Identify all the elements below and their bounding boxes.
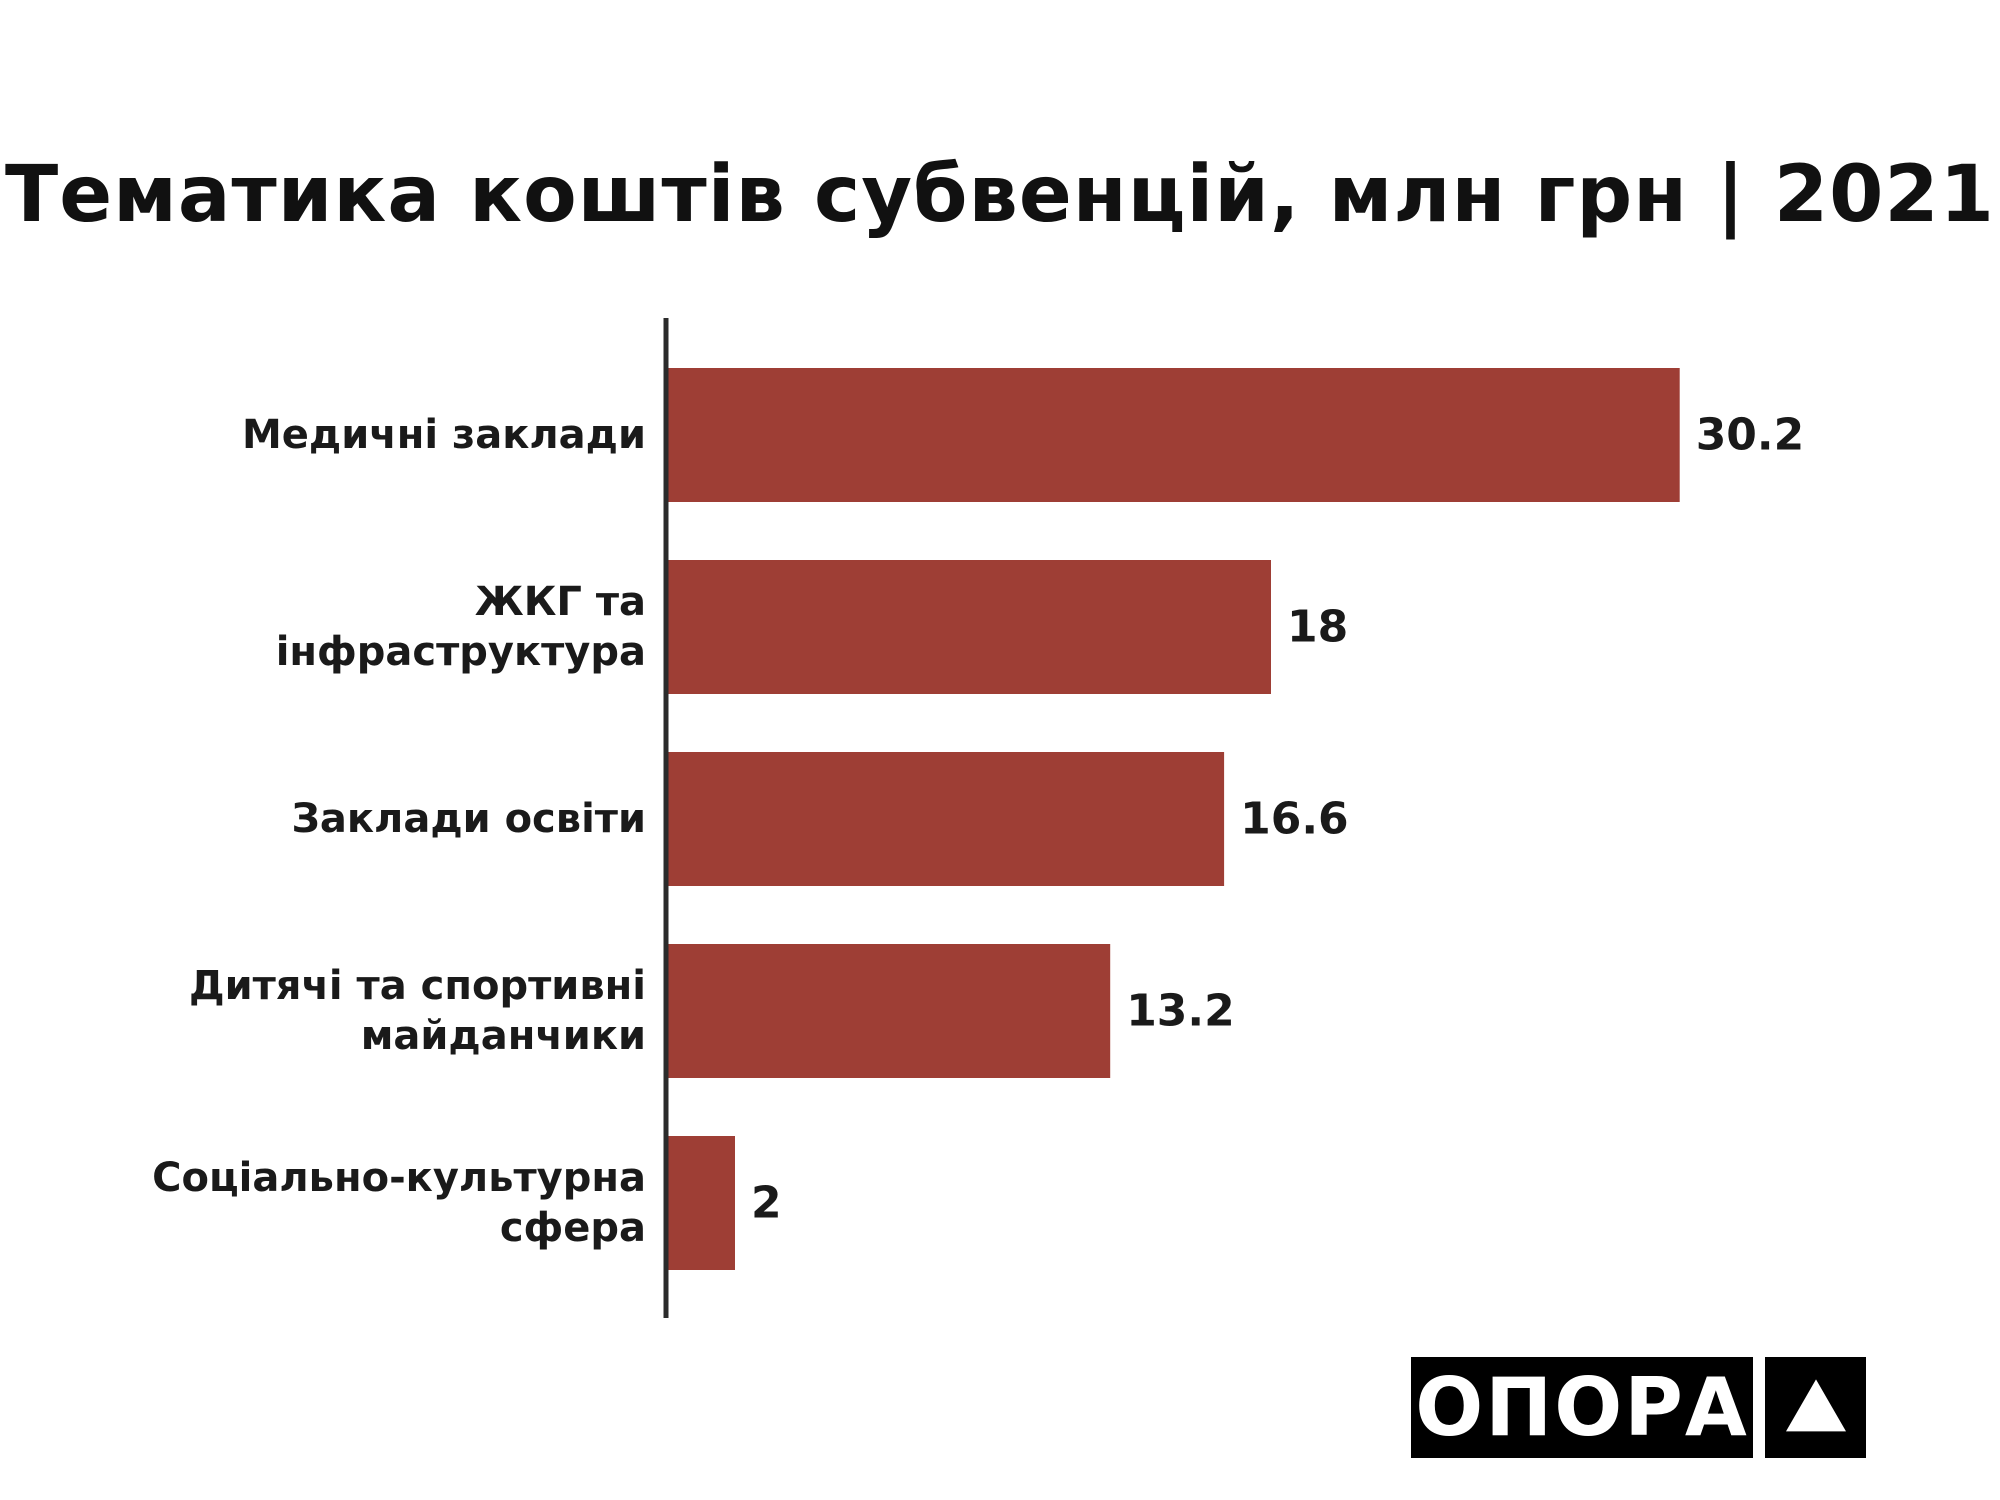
category-label-5-line-2: сфера <box>500 1205 646 1251</box>
value-label-4: 13.2 <box>1126 986 1235 1037</box>
category-label-1: Медичні заклади <box>242 412 646 458</box>
category-label-3-line-1: Заклади освіти <box>291 796 646 842</box>
bar-4 <box>668 944 1111 1078</box>
bar-2 <box>668 560 1271 694</box>
category-label-5: Соціально-культурна сфера <box>152 1155 646 1251</box>
category-label-5-line-1: Соціально-культурна <box>152 1155 646 1201</box>
category-label-3: Заклади освіти <box>291 796 646 842</box>
opora-logo: ОПОРА <box>1411 1357 1866 1458</box>
chart-title: Тематика коштів субвенцій, млн грн | 202… <box>5 150 1995 240</box>
category-label-4: Дитячі та спортивні майданчики <box>189 963 646 1059</box>
logo-text: ОПОРА <box>1411 1357 1753 1458</box>
value-label-2: 18 <box>1287 602 1348 653</box>
category-label-4-line-1: Дитячі та спортивні <box>189 963 646 1009</box>
bar-1 <box>668 368 1680 502</box>
category-label-1-line-1: Медичні заклади <box>242 412 646 458</box>
value-label-5: 2 <box>751 1178 782 1229</box>
category-label-2: ЖКГ та інфраструктура <box>276 579 646 675</box>
bar-3 <box>668 752 1225 886</box>
category-label-2-line-2: інфраструктура <box>276 629 646 675</box>
bar-5 <box>668 1136 735 1270</box>
triangle-icon <box>1765 1357 1866 1458</box>
value-label-1: 30.2 <box>1696 410 1805 461</box>
category-label-2-line-1: ЖКГ та <box>475 579 646 625</box>
value-label-3: 16.6 <box>1240 794 1349 845</box>
category-label-4-line-2: майданчики <box>361 1013 646 1059</box>
